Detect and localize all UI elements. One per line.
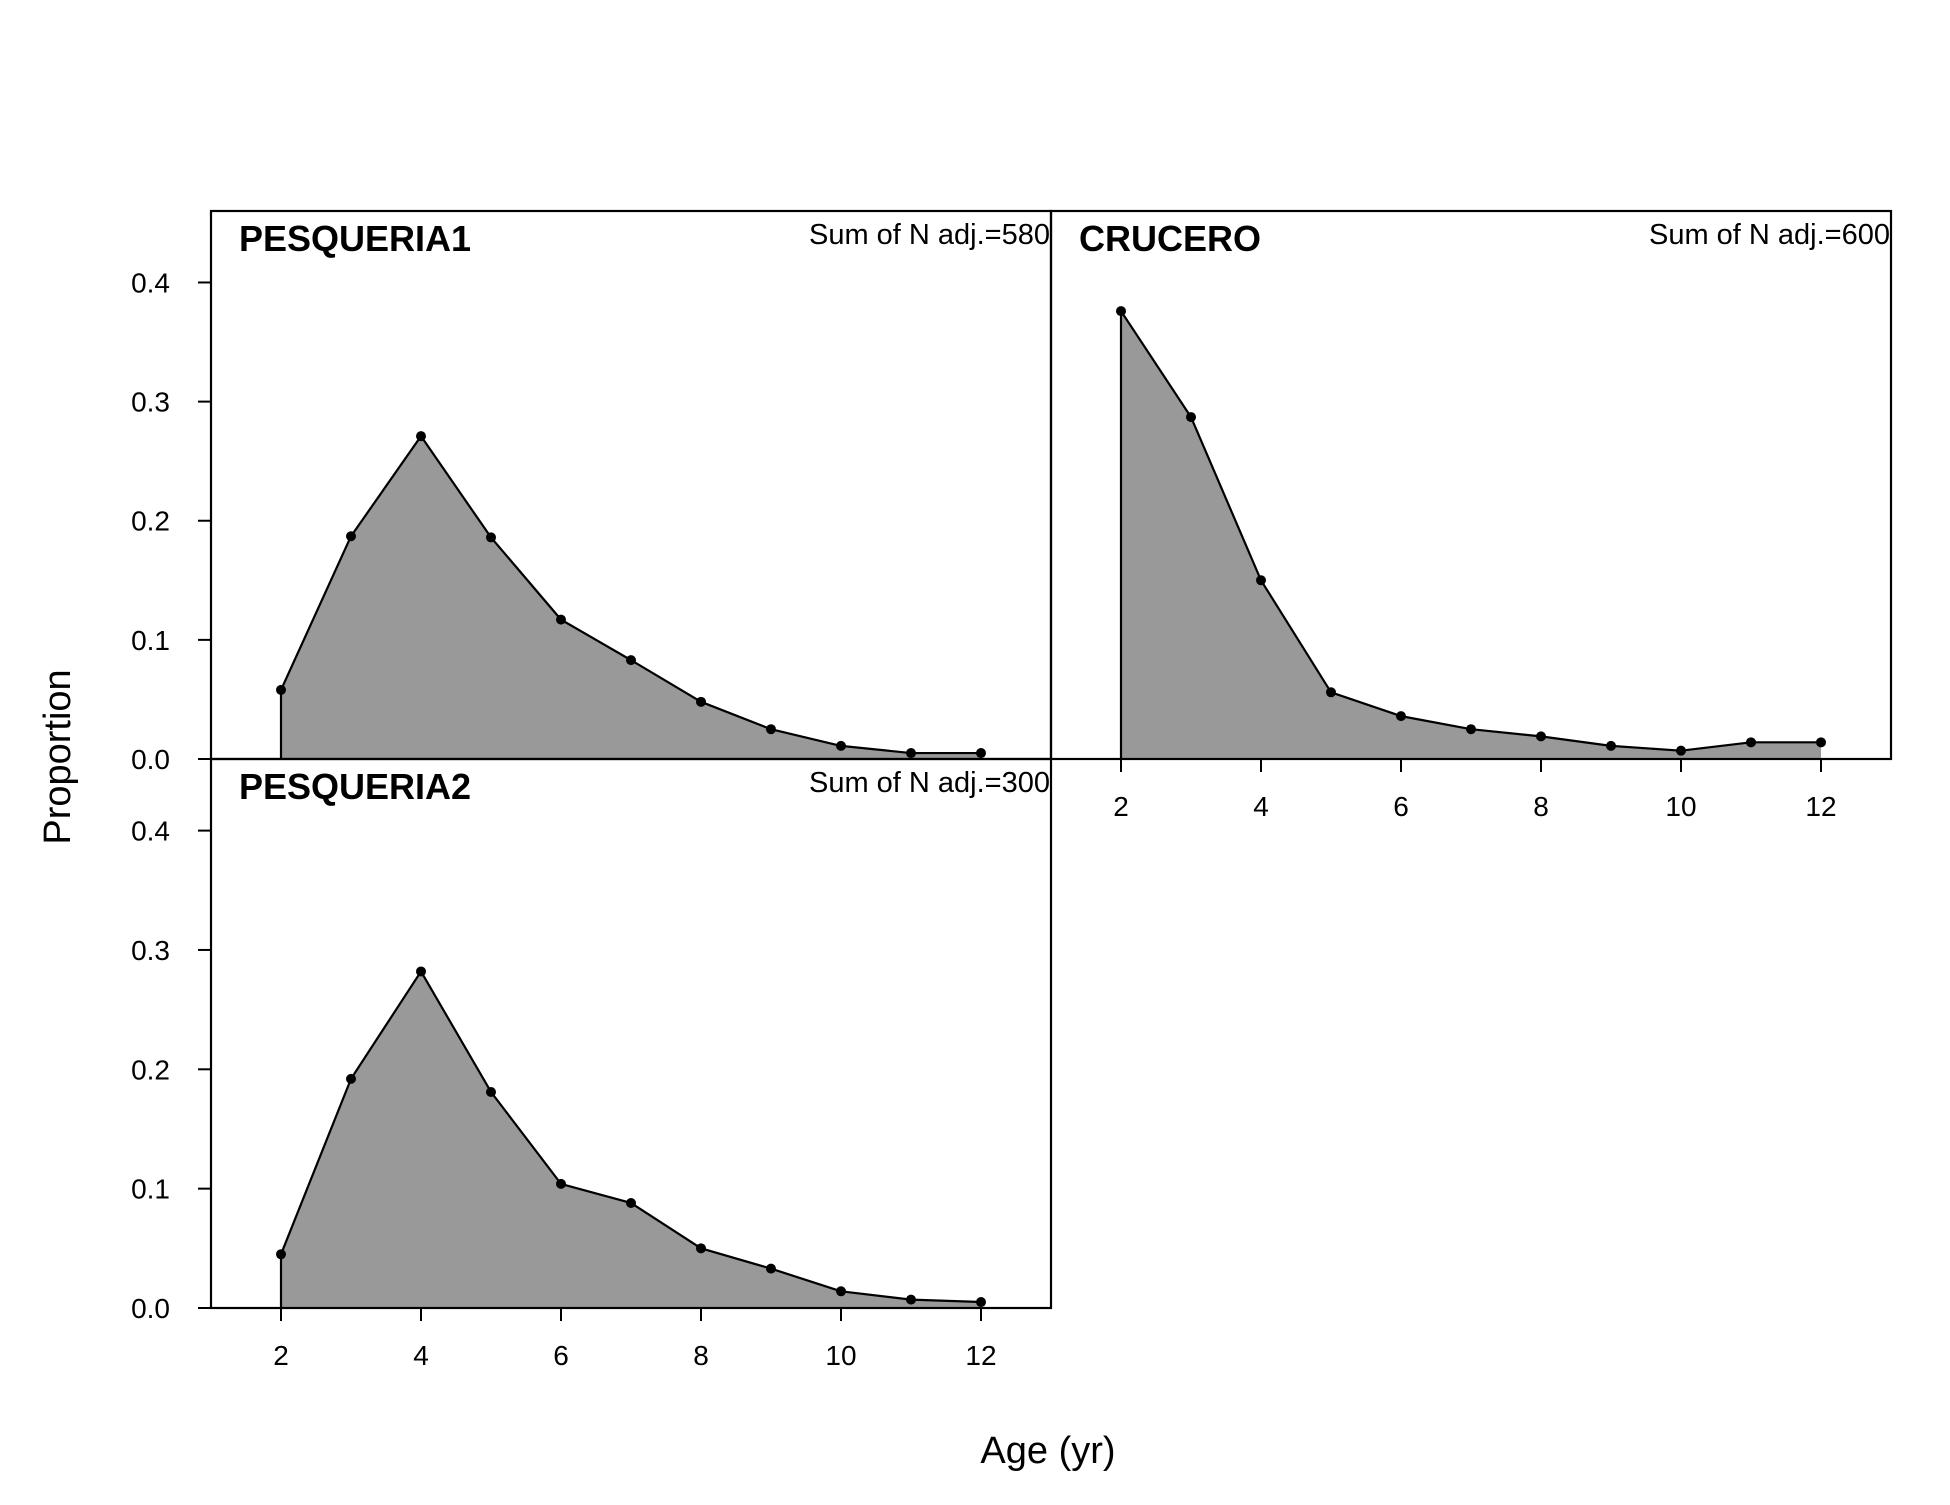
data-point-0-5 (486, 532, 496, 543)
data-point-1-8 (1536, 731, 1546, 742)
panel-frame-2 (209, 757, 1053, 1310)
y-tick-label-4: 0.4 (131, 267, 170, 298)
data-point-0-3 (346, 531, 356, 542)
x-tick-label-12: 12 (1805, 791, 1836, 822)
data-point-1-3 (1186, 412, 1196, 423)
data-point-2-7 (626, 1197, 636, 1208)
data-point-2-2 (276, 1249, 286, 1260)
y-tick-label-1: 0.1 (131, 1174, 170, 1205)
y-tick-label-1: 0.1 (131, 625, 170, 656)
panels-layer: 0.0 0.1 0.2 0.3 0.4 PESQUERIA1 Sum of N adj.=5… (131, 209, 1893, 1371)
data-point-2-5 (486, 1086, 496, 1097)
panel-note-0: Sum of N adj.=580 (809, 219, 1050, 251)
x-tick-label-8: 8 (1533, 791, 1549, 822)
data-point-0-11 (906, 748, 916, 759)
y-tick-label-2: 0.2 (131, 506, 170, 537)
data-point-1-2 (1116, 306, 1126, 317)
x-tick-label-2: 2 (273, 1340, 289, 1371)
area-fill-0 (281, 436, 981, 759)
x-tick-label-10: 10 (1665, 791, 1696, 822)
x-tick-label-12: 12 (965, 1340, 996, 1371)
area-fill-1 (1121, 311, 1821, 759)
panel-title-0: PESQUERIA1 (239, 218, 471, 259)
data-point-0-2 (276, 684, 286, 695)
data-point-1-11 (1746, 737, 1756, 748)
x-tick-label-4: 4 (1253, 791, 1269, 822)
y-tick-label-3: 0.3 (131, 935, 170, 966)
y-tick-label-0: 0.0 (131, 744, 170, 775)
data-point-2-9 (766, 1263, 776, 1274)
y-tick-label-4: 0.4 (131, 816, 170, 847)
data-point-1-4 (1256, 575, 1266, 586)
data-point-0-10 (836, 740, 846, 751)
data-point-1-12 (1816, 737, 1826, 748)
x-tick-label-10: 10 (825, 1340, 856, 1371)
data-point-2-6 (556, 1178, 566, 1189)
y-axis-title: Proportion (37, 669, 79, 844)
data-point-0-7 (626, 655, 636, 666)
series-line-0 (279, 435, 981, 759)
data-point-0-12 (976, 748, 986, 759)
data-point-0-8 (696, 696, 706, 707)
area-fill-2 (281, 971, 981, 1308)
data-point-2-12 (976, 1297, 986, 1308)
x-tick-label-6: 6 (553, 1340, 569, 1371)
y-tick-label-2: 0.2 (131, 1054, 170, 1085)
data-point-2-3 (346, 1073, 356, 1084)
data-point-2-11 (906, 1294, 916, 1305)
data-point-2-10 (836, 1286, 846, 1297)
panel-title-1: CRUCERO (1079, 218, 1261, 259)
y-tick-label-3: 0.3 (131, 387, 170, 418)
y-tick-label-0: 0.0 (131, 1293, 170, 1324)
data-point-1-9 (1606, 740, 1616, 751)
panel-note-1: Sum of N adj.=600 (1649, 219, 1890, 251)
panel-crucero: 2 4 6 8 10 12 CRUCERO Sum of N adj.=600 (1049, 209, 1893, 822)
data-point-0-4 (416, 431, 426, 442)
series-line-2 (279, 970, 982, 1308)
data-point-2-8 (696, 1243, 706, 1254)
data-point-1-7 (1466, 724, 1476, 735)
series-line-1 (1119, 309, 1821, 759)
x-tick-label-2: 2 (1113, 791, 1129, 822)
panel-note-2: Sum of N adj.=300 (809, 767, 1050, 799)
data-point-2-4 (416, 966, 426, 977)
data-point-1-10 (1676, 745, 1686, 756)
data-point-0-9 (766, 724, 776, 735)
x-axis-title: Age (yr) (980, 1430, 1115, 1472)
panel-pesqueria1: 0.0 0.1 0.2 0.3 0.4 PESQUERIA1 Sum of N adj.=5… (131, 209, 1053, 775)
data-point-0-6 (556, 614, 566, 625)
panel-frame-1 (1049, 209, 1893, 761)
data-point-1-5 (1326, 687, 1336, 698)
x-tick-label-4: 4 (413, 1340, 429, 1371)
panel-pesqueria2: 2 4 6 8 10 12 0.0 0.1 0.2 0.3 0.4 PESQUERIA2 Sum of … (131, 757, 1053, 1371)
panel-title-2: PESQUERIA2 (239, 766, 471, 807)
data-point-1-6 (1396, 711, 1406, 722)
x-tick-label-6: 6 (1393, 791, 1409, 822)
x-tick-label-8: 8 (693, 1340, 709, 1371)
